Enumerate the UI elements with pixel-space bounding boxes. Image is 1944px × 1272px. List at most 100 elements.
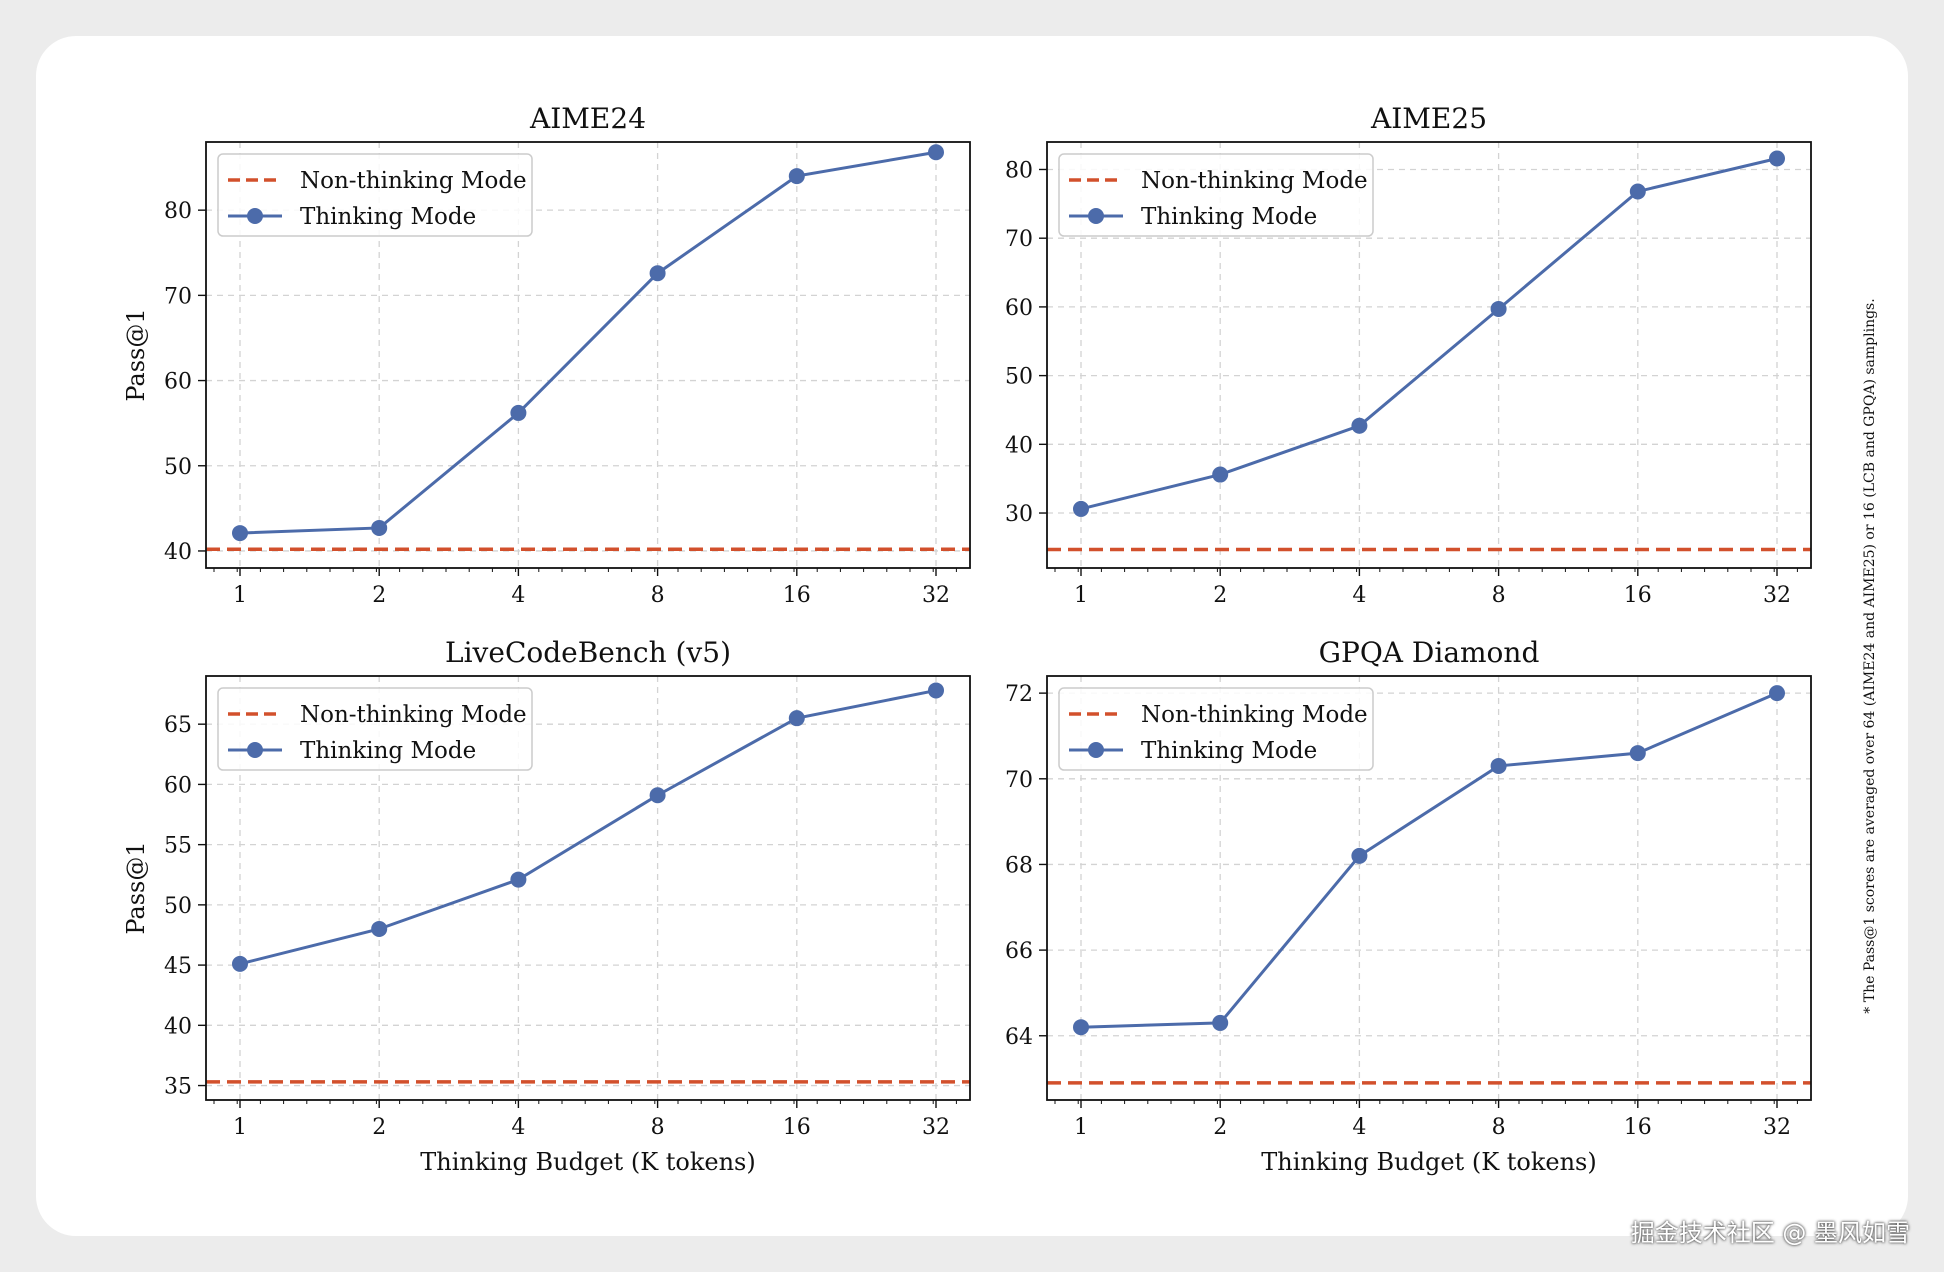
thinking-line — [239, 688, 937, 966]
legend-thinking-marker — [1088, 208, 1104, 224]
x-tick-label: 2 — [1213, 583, 1227, 608]
chart-title: AIME25 — [1370, 102, 1487, 135]
x-tick-label: 8 — [651, 583, 665, 608]
y-tick-label: 65 — [164, 713, 192, 738]
x-tick-label: 8 — [1492, 1115, 1506, 1140]
y-tick-label: 72 — [1005, 682, 1033, 707]
y-tick-label: 68 — [1005, 853, 1033, 878]
charts-canvas: 1 2 4 8 16 32 40 50 60 70 80 AIME24 Pass@1 Non-thinki… — [122, 102, 1878, 1176]
y-tick-label: 45 — [164, 954, 192, 979]
legend-box — [1058, 687, 1374, 771]
x-tick-label: 2 — [372, 1115, 386, 1140]
chart-title: GPQA Diamond — [1319, 636, 1540, 669]
legend-box — [217, 153, 533, 237]
x-tick-label: 4 — [1352, 583, 1366, 608]
y-tick-label: 40 — [1005, 433, 1033, 458]
watermark-text: 掘金技术社区 @ 墨风如雪 — [1630, 1219, 1910, 1247]
y-tick-label: 40 — [164, 1014, 192, 1039]
footnote-text: * The Pass@1 scores are averaged over 64… — [1862, 298, 1878, 1013]
y-tick-label: 60 — [164, 370, 192, 395]
thinking-point — [371, 519, 388, 536]
legend-thinking-label: Thinking Mode — [1141, 738, 1317, 764]
thinking-point — [1073, 1019, 1089, 1036]
x-tick-label: 8 — [651, 1115, 665, 1140]
legend-thinking-marker — [247, 742, 263, 758]
y-axis-label: Pass@1 — [122, 841, 150, 934]
chart-title: AIME24 — [529, 102, 646, 135]
thinking-point — [1769, 685, 1785, 702]
thinking-point — [1490, 757, 1507, 774]
y-tick-label: 50 — [164, 894, 192, 919]
plot-frame — [205, 141, 971, 569]
legend-non-thinking-label: Non-thinking Mode — [1141, 702, 1368, 728]
y-tick-label: 40 — [164, 540, 192, 565]
x-tick-label: 4 — [1352, 1115, 1366, 1140]
x-tick-label: 16 — [1624, 1115, 1652, 1140]
thinking-point — [649, 265, 666, 282]
y-tick-label: 80 — [164, 199, 192, 224]
legend-thinking-label: Thinking Mode — [1141, 204, 1317, 230]
plot-frame — [1046, 141, 1812, 569]
chart-panel-3: 1 2 4 8 16 32 35 40 45 50 55 60 65 LiveCodeBench (v5)… — [122, 636, 971, 1176]
y-tick-label: 35 — [164, 1075, 192, 1100]
thinking-point — [928, 682, 944, 699]
x-tick-label: 8 — [1492, 583, 1506, 608]
y-tick-label: 80 — [1005, 158, 1033, 183]
thinking-line — [1080, 157, 1778, 511]
legend-non-thinking-label: Non-thinking Mode — [300, 168, 527, 194]
thinking-point — [1629, 745, 1646, 762]
legend-box — [1058, 153, 1374, 237]
x-tick-label: 2 — [372, 583, 386, 608]
x-tick-label: 16 — [1624, 583, 1652, 608]
thinking-point — [1629, 183, 1646, 200]
x-axis-label: Thinking Budget (K tokens) — [1261, 1148, 1596, 1176]
legend-thinking-marker — [247, 208, 263, 224]
y-tick-label: 66 — [1005, 939, 1033, 964]
thinking-point — [1212, 1014, 1229, 1031]
x-tick-label: 4 — [511, 583, 525, 608]
plot-frame — [1046, 675, 1812, 1101]
thinking-line — [1080, 691, 1778, 1029]
chart-title: LiveCodeBench (v5) — [445, 636, 731, 669]
thinking-point — [1490, 300, 1507, 317]
thinking-point — [510, 871, 527, 888]
chart-panel-1: 1 2 4 8 16 32 40 50 60 70 80 AIME24 Pass@1 Non-thinki… — [122, 102, 971, 608]
y-tick-label: 50 — [1005, 365, 1033, 390]
y-tick-label: 60 — [1005, 296, 1033, 321]
y-tick-label: 50 — [164, 455, 192, 480]
thinking-point — [510, 404, 527, 421]
legend-box — [217, 687, 533, 771]
plot-frame — [205, 675, 971, 1101]
y-tick-label: 70 — [1005, 768, 1033, 793]
x-tick-label: 4 — [511, 1115, 525, 1140]
x-tick-label: 16 — [783, 1115, 811, 1140]
x-tick-label: 32 — [922, 583, 950, 608]
figure-card: 1 2 4 8 16 32 40 50 60 70 80 AIME24 Pass@1 Non-thinki… — [36, 36, 1908, 1236]
thinking-point — [1073, 500, 1089, 517]
thinking-point — [1351, 847, 1368, 864]
x-axis-label: Thinking Budget (K tokens) — [420, 1148, 755, 1176]
thinking-point — [232, 525, 248, 542]
thinking-point — [928, 144, 944, 161]
x-tick-label: 1 — [1074, 583, 1088, 608]
x-tick-label: 32 — [1763, 583, 1791, 608]
legend-thinking-label: Thinking Mode — [300, 738, 476, 764]
thinking-point — [1351, 417, 1368, 434]
chart-panel-2: 1 2 4 8 16 32 30 40 50 60 70 80 AIME25 Non-thinking M… — [1005, 102, 1812, 608]
legend-thinking-label: Thinking Mode — [300, 204, 476, 230]
thinking-point — [232, 955, 248, 972]
thinking-point — [788, 168, 805, 185]
y-tick-label: 70 — [164, 284, 192, 309]
x-tick-label: 1 — [1074, 1115, 1088, 1140]
y-tick-label: 70 — [1005, 227, 1033, 252]
thinking-line — [239, 150, 937, 535]
thinking-point — [649, 787, 666, 804]
chart-panel-4: 1 2 4 8 16 32 64 66 68 70 72 GPQA Diamond Thinking B… — [1005, 636, 1812, 1176]
x-tick-label: 16 — [783, 583, 811, 608]
y-tick-label: 30 — [1005, 502, 1033, 527]
legend-thinking-marker — [1088, 742, 1104, 758]
x-tick-label: 32 — [922, 1115, 950, 1140]
y-tick-label: 55 — [164, 834, 192, 859]
y-axis-label: Pass@1 — [122, 308, 150, 401]
x-tick-label: 2 — [1213, 1115, 1227, 1140]
